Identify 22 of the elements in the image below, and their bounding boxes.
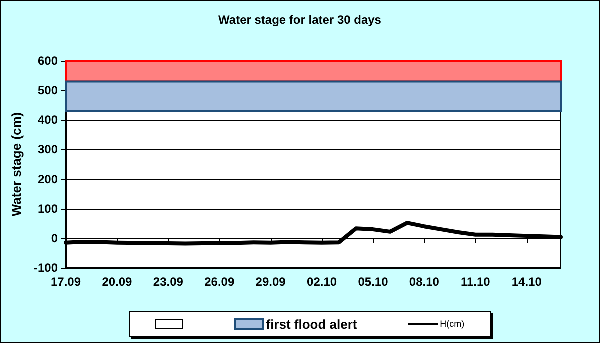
y-tick-label: -100 xyxy=(34,261,58,275)
x-tick-label: 23.09 xyxy=(153,275,184,289)
x-tick-label: 05.10 xyxy=(358,275,389,289)
y-tick-label: 600 xyxy=(38,54,58,68)
y-tick-label: 0 xyxy=(51,231,58,246)
chart-title: Water stage for later 30 days xyxy=(218,13,382,27)
legend-label: first flood alert xyxy=(266,316,358,332)
x-tick-label: 17.09 xyxy=(50,275,82,289)
x-tick-label: 08.10 xyxy=(409,275,440,289)
y-tick-label: 500 xyxy=(38,84,58,98)
y-axis-title: Water stage (cm) xyxy=(9,112,24,217)
x-tick-label: 29.09 xyxy=(256,275,286,289)
x-tick-label: 14.10 xyxy=(512,275,542,289)
y-tick-label: 100 xyxy=(38,202,58,216)
x-tick-label: 26.09 xyxy=(204,275,235,289)
y-tick-label: 400 xyxy=(38,113,58,128)
y-tick-label: 300 xyxy=(38,142,58,157)
x-tick-label: 20.09 xyxy=(102,275,133,289)
y-tick-label: 200 xyxy=(38,172,58,186)
x-tick-label: 11.10 xyxy=(460,275,491,289)
x-tick-label: 02.10 xyxy=(307,275,338,289)
legend-label: H(cm) xyxy=(440,319,465,329)
